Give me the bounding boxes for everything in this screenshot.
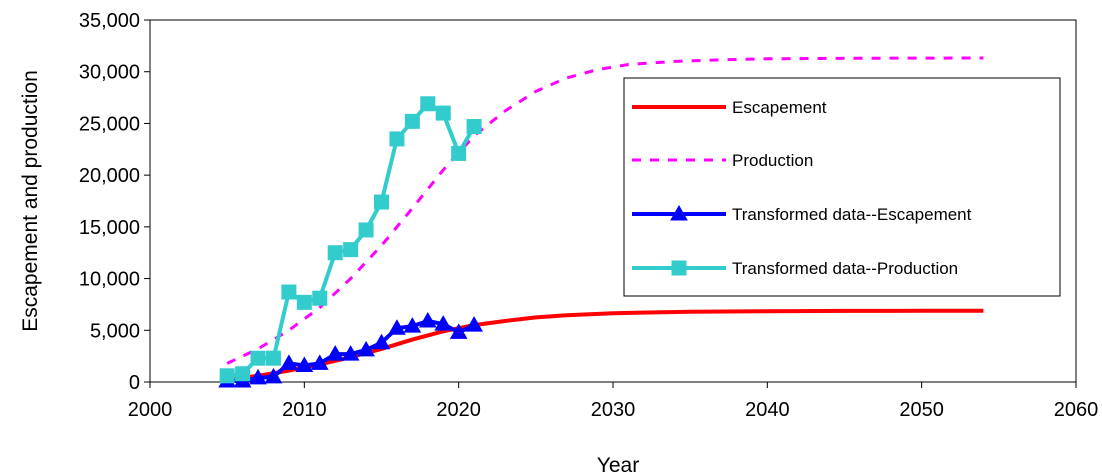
data-point — [312, 290, 328, 306]
data-point — [295, 356, 314, 372]
data-point — [670, 204, 688, 221]
data-point — [249, 368, 267, 385]
y-tick-label: 5,000 — [90, 320, 140, 342]
legend-item: Transformed data--Production — [632, 259, 958, 278]
x-tick-label: 2040 — [745, 399, 790, 421]
data-point — [327, 245, 343, 261]
data-point — [280, 354, 298, 370]
series-2 — [218, 311, 483, 388]
y-tick-label: 15,000 — [79, 217, 140, 239]
data-point — [219, 368, 235, 384]
data-point — [358, 222, 374, 238]
legend: Escapement Production Transformed data--Es… — [623, 77, 1061, 297]
data-point — [420, 96, 436, 112]
x-tick-label: 2020 — [436, 399, 481, 421]
data-point — [357, 340, 375, 357]
series-3 — [219, 96, 482, 384]
data-point — [388, 319, 406, 335]
series-layer — [218, 56, 984, 388]
x-tick-label: 2060 — [1054, 399, 1099, 421]
legend-label: Production — [732, 151, 813, 170]
data-point — [403, 317, 422, 333]
legend-label: Escapement — [732, 98, 827, 117]
data-point — [671, 260, 687, 276]
y-tick-label: 25,000 — [79, 113, 140, 135]
data-point — [264, 367, 283, 384]
data-point — [250, 350, 266, 366]
data-point — [465, 316, 483, 332]
data-point — [435, 105, 451, 121]
legend-label: Transformed data--Production — [732, 259, 958, 278]
data-point — [449, 323, 468, 339]
x-tick-label: 2000 — [128, 399, 173, 421]
data-point — [341, 345, 360, 361]
y-tick-label: 0 — [129, 372, 140, 394]
data-point — [389, 131, 405, 147]
data-point — [235, 366, 251, 382]
legend-item: Production — [632, 151, 813, 170]
y-tick-label: 10,000 — [79, 269, 140, 291]
x-tick-label: 2010 — [282, 399, 327, 421]
x-tick-label: 2050 — [899, 399, 944, 421]
data-point — [281, 284, 297, 300]
data-point — [343, 242, 359, 258]
axes: 0 5,000 10,000 15,000 20,000 25,000 30,000 35,0… — [19, 10, 1098, 476]
legend-label: Transformed data--Escapement — [732, 205, 972, 224]
data-point — [451, 145, 467, 161]
data-point — [265, 350, 281, 366]
legend-box — [623, 77, 1061, 297]
data-point — [374, 194, 389, 210]
y-tick-label: 35,000 — [79, 10, 140, 32]
data-point — [326, 345, 345, 361]
data-point — [434, 315, 453, 331]
data-point — [310, 354, 329, 370]
data-point — [466, 119, 482, 135]
x-tick-label: 2030 — [591, 399, 636, 421]
legend-item: Escapement — [632, 98, 827, 117]
data-point — [372, 333, 391, 350]
data-point — [418, 311, 437, 328]
y-tick-label: 20,000 — [79, 165, 140, 187]
y-axis-title: Escapement and production — [19, 70, 42, 332]
x-axis-title: Year — [597, 454, 639, 476]
data-point — [404, 113, 420, 129]
data-point — [296, 294, 312, 310]
legend-item: Transformed data--Escapement — [632, 204, 972, 224]
y-tick-label: 30,000 — [79, 62, 140, 84]
